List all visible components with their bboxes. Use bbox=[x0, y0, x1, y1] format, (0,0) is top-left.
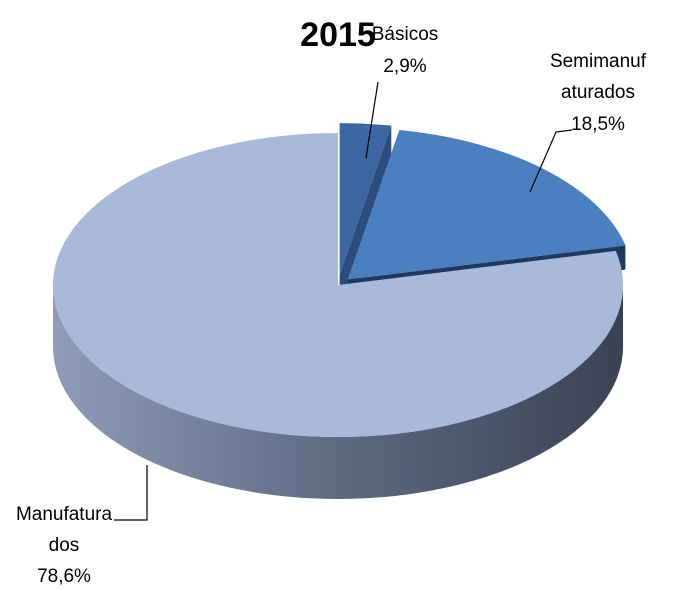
leader-line bbox=[114, 465, 148, 521]
value-label: 18,5% bbox=[571, 114, 625, 135]
value-label: 2,9% bbox=[383, 56, 426, 77]
chart-title: 2015 bbox=[300, 16, 376, 54]
slice-side bbox=[53, 285, 623, 499]
leader-line bbox=[529, 129, 573, 193]
slice bbox=[347, 129, 626, 280]
slice bbox=[53, 133, 623, 437]
category-label: Manufatura dos bbox=[16, 504, 113, 556]
slice bbox=[339, 123, 392, 276]
category-label: Semimanuf aturados bbox=[550, 51, 647, 103]
leader-line bbox=[365, 81, 379, 159]
category-label: Básicos bbox=[372, 24, 439, 45]
value-label: 78,6% bbox=[37, 566, 91, 587]
